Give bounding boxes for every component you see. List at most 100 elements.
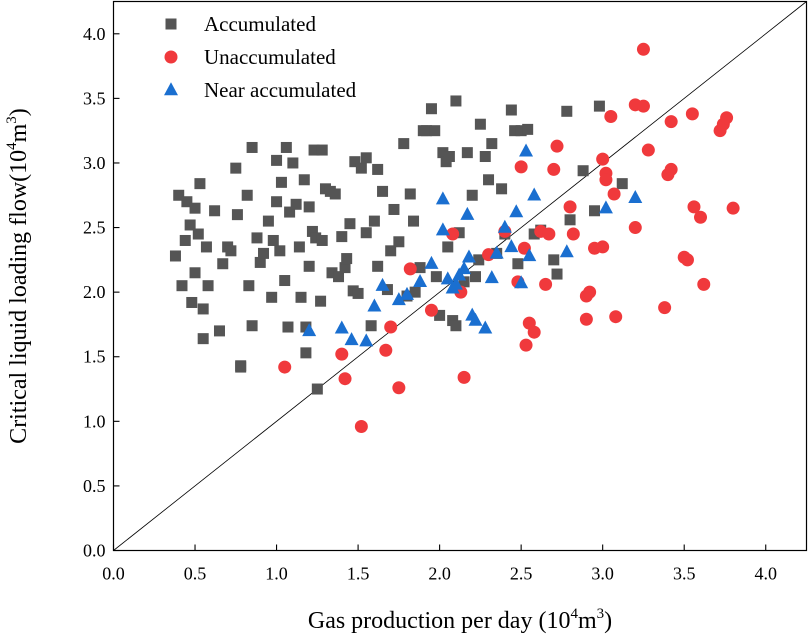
accumulated-point (425, 103, 437, 115)
accumulated-point (496, 183, 508, 195)
unaccumulated-point (539, 277, 553, 291)
unaccumulated-point (664, 115, 678, 129)
near-accumulated-point (484, 270, 499, 284)
y-axis-title: Critical liquid loading flow(104m3) (4, 108, 32, 444)
legend-label-accumulated: Accumulated (204, 12, 316, 36)
unaccumulated-point (527, 325, 541, 339)
near-accumulated-point (448, 276, 463, 290)
accumulated-point (443, 151, 455, 163)
near-accumulated-point (367, 298, 382, 312)
near-accumulated-point (460, 206, 475, 220)
y-tick-label: 1.0 (83, 411, 106, 431)
y-tick-label: 4.0 (83, 24, 106, 44)
accumulated-point (409, 286, 421, 298)
accumulated-point (512, 258, 524, 270)
unaccumulated-point (550, 139, 564, 153)
unaccumulated-point (457, 370, 471, 384)
near-accumulated-point (302, 323, 317, 337)
accumulated-point (450, 320, 462, 332)
near-accumulated-point (413, 274, 428, 288)
unaccumulated-point (392, 381, 406, 395)
near-accumulated-point (359, 333, 374, 347)
unaccumulated-point (609, 310, 623, 324)
accumulated-point (421, 125, 433, 137)
accumulated-point (311, 383, 323, 395)
unaccumulated-point (697, 277, 711, 291)
accumulated-point (295, 291, 307, 303)
accumulated-point (408, 215, 420, 227)
accumulated-point (184, 219, 196, 231)
accumulated-point (360, 227, 372, 239)
accumulated-point (230, 162, 242, 174)
accumulated-point (372, 163, 384, 175)
near-accumulated-point (461, 249, 476, 263)
plot-frame (112, 0, 808, 552)
x-tick-label: 1.5 (347, 564, 370, 584)
unaccumulated-point (335, 347, 349, 361)
near-accumulated-point (435, 222, 450, 236)
accumulated-point (300, 321, 312, 333)
accumulated-point (202, 280, 214, 292)
accumulated-point (209, 205, 221, 217)
accumulated-point (197, 303, 209, 315)
accumulated-point (189, 202, 201, 214)
unaccumulated-point (514, 160, 528, 174)
accumulated-point (372, 260, 384, 272)
near-accumulated-point (514, 275, 529, 289)
legend-label-near-accumulated: Near accumulated (204, 78, 357, 102)
x-tick-label: 0.5 (184, 564, 207, 584)
accumulated-point (393, 236, 405, 248)
accumulated-point (169, 250, 181, 262)
accumulated-point (200, 241, 212, 253)
accumulated-point (329, 188, 341, 200)
unaccumulated-point (379, 343, 393, 357)
unaccumulated-point (636, 42, 650, 56)
near-accumulated-point (334, 320, 349, 334)
accumulated-point (176, 280, 188, 292)
accumulated-point (341, 253, 353, 265)
accumulated-point (258, 247, 270, 259)
accumulated-point (434, 309, 446, 321)
near-accumulated-point (527, 187, 542, 201)
legend-label-unaccumulated: Unaccumulated (204, 45, 336, 69)
accumulated-point (173, 189, 185, 201)
accumulated-point (365, 320, 377, 332)
accumulated-point (306, 225, 318, 237)
accumulated-point (254, 256, 266, 268)
accumulated-point (577, 165, 589, 177)
data-points-layer (169, 42, 740, 433)
accumulated-point (267, 234, 279, 246)
unaccumulated-point (599, 173, 613, 187)
near-accumulated-point (391, 292, 406, 306)
unaccumulated-point (542, 227, 556, 241)
near-accumulated-point (375, 277, 390, 291)
unaccumulated-point (596, 240, 610, 254)
x-tick-label: 4.0 (754, 564, 777, 584)
axis-ticks-layer: 0.0 0.5 1.0 1.5 2.0 2.5 3.0 3.5 4.0 0.0 0.5 1.0 1.5 2… (83, 24, 777, 584)
near-accumulated-point (522, 248, 537, 262)
accumulated-point (522, 123, 534, 135)
near-accumulated-point (559, 244, 574, 258)
unaccumulated-point (720, 111, 734, 125)
accumulated-point (279, 275, 291, 287)
accumulated-point (561, 105, 573, 117)
near-accumulated-point (509, 204, 524, 218)
unaccumulated-point (607, 187, 621, 201)
accumulated-point (326, 267, 338, 279)
accumulated-point (344, 218, 356, 230)
unaccumulated-point (519, 338, 533, 352)
near-accumulated-point (400, 286, 415, 300)
accumulated-point (564, 214, 576, 226)
unaccumulated-point (685, 107, 699, 121)
unaccumulated-point (384, 320, 398, 334)
near-accumulated-point (519, 143, 534, 157)
near-accumulated-point (504, 239, 519, 253)
x-tick-label: 3.0 (591, 564, 614, 584)
accumulated-point (280, 141, 292, 153)
near-accumulated-point (468, 312, 483, 326)
accumulated-point (486, 138, 498, 150)
accumulated-point (528, 228, 540, 240)
accumulated-point (430, 271, 442, 283)
accumulated-point (450, 95, 462, 107)
